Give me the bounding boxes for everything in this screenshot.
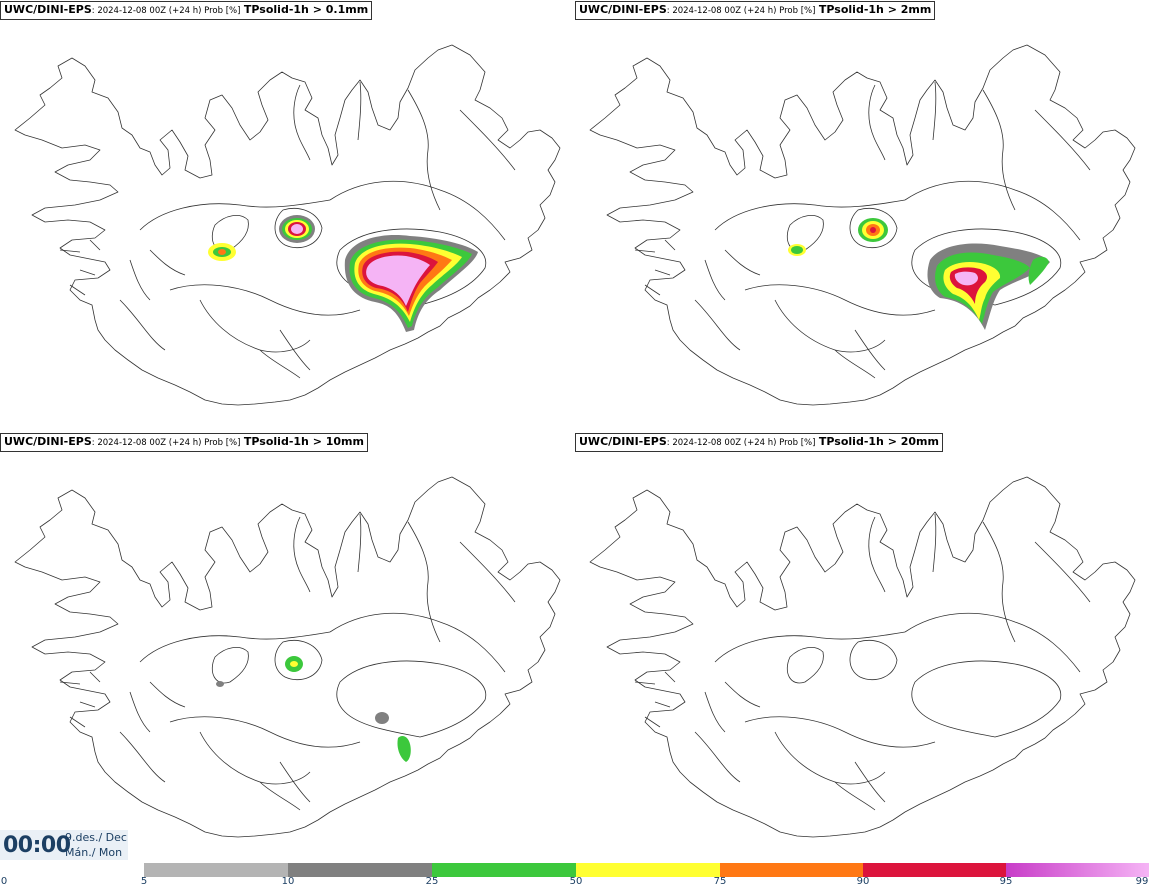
legend-band bbox=[863, 863, 1006, 877]
legend-tick: 0 bbox=[0, 876, 8, 887]
panel-title: UWC/DINI-EPS: 2024-12-08 00Z (+24 h) Pro… bbox=[575, 1, 936, 20]
valid-day: Mán./ Mon bbox=[65, 846, 123, 859]
legend-band bbox=[1006, 863, 1149, 877]
valid-date: 9.des./ Dec bbox=[65, 831, 127, 844]
map-panel-10mm: UWC/DINI-EPS: 2024-12-08 00Z (+24 h) Pro… bbox=[0, 432, 575, 864]
legend-band bbox=[288, 863, 432, 877]
panel-title: UWC/DINI-EPS: 2024-12-08 00Z (+24 h) Pro… bbox=[575, 433, 943, 452]
valid-time-box: 00:00 9.des./ Dec Mán./ Mon bbox=[0, 830, 128, 860]
valid-time: 00:00 bbox=[3, 833, 71, 858]
map-panel-20mm: UWC/DINI-EPS: 2024-12-08 00Z (+24 h) Pro… bbox=[575, 432, 1150, 864]
legend-tick: 25 bbox=[425, 876, 439, 887]
color-legend: 0 5 10 25 50 75 90 95 99 bbox=[0, 861, 1150, 891]
legend-band bbox=[432, 863, 576, 877]
map-panel-01mm: UWC/DINI-EPS: 2024-12-08 00Z (+24 h) Pro… bbox=[0, 0, 575, 432]
probability-areas bbox=[208, 215, 478, 332]
legend-band bbox=[576, 863, 720, 877]
probability-areas bbox=[216, 656, 411, 762]
legend-tick: 10 bbox=[281, 876, 295, 887]
legend-tick: 75 bbox=[713, 876, 727, 887]
legend-band bbox=[144, 863, 288, 877]
legend-tick: 5 bbox=[140, 876, 148, 887]
probability-areas bbox=[788, 218, 1050, 330]
legend-band bbox=[720, 863, 863, 877]
iceland-map bbox=[14, 476, 561, 838]
panel-title: UWC/DINI-EPS: 2024-12-08 00Z (+24 h) Pro… bbox=[0, 433, 368, 452]
iceland-map bbox=[589, 476, 1136, 838]
legend-tick: 95 bbox=[999, 876, 1013, 887]
map-panel-2mm: UWC/DINI-EPS: 2024-12-08 00Z (+24 h) Pro… bbox=[575, 0, 1150, 432]
iceland-map bbox=[14, 44, 561, 406]
legend-tick: 90 bbox=[856, 876, 870, 887]
iceland-map bbox=[589, 44, 1136, 406]
legend-tick: 50 bbox=[569, 876, 583, 887]
panel-title: UWC/DINI-EPS: 2024-12-08 00Z (+24 h) Pro… bbox=[0, 1, 373, 20]
legend-tick: 99 bbox=[1135, 876, 1149, 887]
